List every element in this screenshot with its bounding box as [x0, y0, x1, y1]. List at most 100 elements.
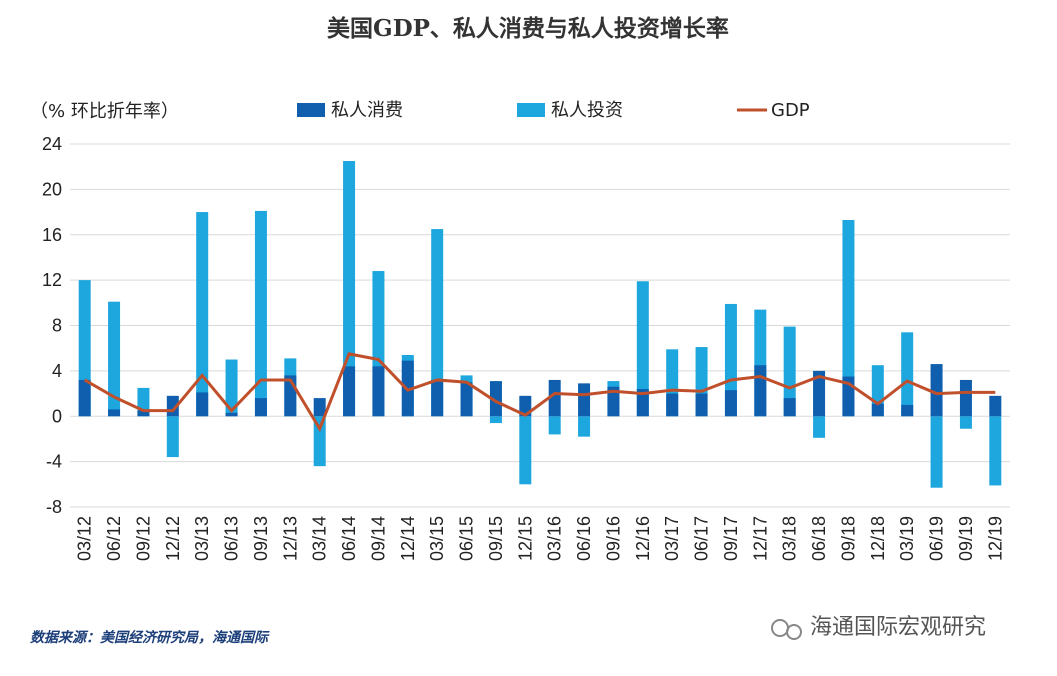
bar: [578, 416, 591, 437]
bar: [695, 393, 708, 417]
x-tick-label: 06/15: [457, 516, 477, 561]
bar: [78, 379, 91, 417]
x-tick-label: 06/19: [927, 516, 947, 561]
x-tick-label: 03/13: [192, 516, 212, 561]
x-tick-label: 03/15: [427, 516, 447, 561]
y-axis-label: （% 环比折年率）: [30, 101, 179, 122]
legend-label: GDP: [771, 100, 810, 121]
bar: [754, 365, 767, 417]
x-tick-label: 12/18: [868, 516, 888, 561]
bar: [578, 383, 591, 417]
bar: [108, 301, 121, 417]
bar: [666, 393, 679, 417]
bar: [813, 370, 826, 417]
chart-title: 美国GDP、私人消费与私人投资增长率: [327, 15, 729, 42]
bar: [372, 366, 385, 417]
y-tick-label: 24: [42, 134, 62, 154]
y-tick-label: 0: [52, 406, 62, 426]
x-tick-label: 03/12: [75, 516, 95, 561]
x-tick-label: 12/15: [515, 516, 535, 561]
y-tick-label: 8: [52, 316, 62, 336]
y-tick-label: 20: [42, 179, 62, 199]
x-tick-label: 06/17: [692, 516, 712, 561]
x-tick-label: 09/14: [368, 516, 388, 561]
bar: [724, 390, 737, 417]
bar: [607, 386, 620, 417]
x-tick-label: 09/19: [956, 516, 976, 561]
bar: [431, 229, 444, 417]
x-tick-label: 09/12: [133, 516, 153, 561]
bar: [254, 210, 267, 417]
x-tick-label: 12/19: [985, 516, 1005, 561]
bar: [636, 281, 649, 417]
bar: [783, 326, 796, 417]
bar: [313, 398, 326, 417]
x-tick-label: 12/14: [398, 516, 418, 561]
y-tick-label: 4: [52, 361, 62, 381]
y-tick-label: 16: [42, 225, 62, 245]
bar: [548, 416, 561, 435]
legend-swatch: [517, 103, 545, 117]
bar: [196, 392, 209, 417]
bar: [636, 389, 649, 417]
x-tick-label: 09/18: [838, 516, 858, 561]
x-tick-label: 09/17: [721, 516, 741, 561]
x-tick-label: 12/17: [750, 516, 770, 561]
bar: [489, 416, 502, 424]
bar: [842, 220, 855, 417]
bar: [489, 381, 502, 417]
bar: [254, 398, 267, 417]
x-tick-label: 06/12: [104, 516, 124, 561]
x-tick-label: 09/13: [251, 516, 271, 561]
bar: [225, 359, 238, 417]
x-tick-label: 12/16: [633, 516, 653, 561]
x-tick-label: 03/14: [310, 516, 330, 561]
x-tick-label: 12/13: [280, 516, 300, 561]
x-tick-label: 03/16: [545, 516, 565, 561]
source-note: 数据来源：美国经济研究局，海通国际: [30, 629, 270, 646]
bar: [166, 416, 179, 458]
bar: [871, 403, 884, 417]
bar: [225, 412, 238, 417]
legend-label: 私人投资: [551, 100, 623, 121]
y-tick-label: -4: [46, 452, 62, 472]
bar: [196, 212, 209, 417]
bar: [460, 382, 473, 417]
bar: [901, 404, 914, 417]
bar: [959, 379, 972, 417]
x-tick-label: 09/15: [486, 516, 506, 561]
x-tick-label: 06/13: [222, 516, 242, 561]
y-tick-label: 12: [42, 270, 62, 290]
bar: [137, 410, 150, 417]
y-tick-label: -8: [46, 497, 62, 517]
legend-label: 私人消费: [331, 100, 403, 121]
bar: [548, 379, 561, 417]
watermark-icon: [771, 619, 802, 640]
x-tick-label: 12/12: [163, 516, 183, 561]
x-tick-label: 06/16: [574, 516, 594, 561]
bar: [959, 416, 972, 429]
bar: [313, 416, 326, 467]
x-tick-label: 06/14: [339, 516, 359, 561]
x-tick-label: 03/18: [780, 516, 800, 561]
x-tick-label: 06/18: [809, 516, 829, 561]
bar: [813, 416, 826, 438]
legend-swatch: [297, 103, 325, 117]
watermark: 海通国际宏观研究: [810, 615, 986, 640]
bar: [989, 395, 1002, 417]
bar: [431, 379, 444, 417]
gdp-line: [83, 352, 996, 433]
x-tick-label: 03/17: [662, 516, 682, 561]
bar: [930, 416, 943, 488]
bar: [783, 398, 796, 417]
bar: [519, 416, 532, 485]
x-tick-label: 09/16: [603, 516, 623, 561]
bar: [989, 416, 1002, 486]
x-tick-label: 03/19: [897, 516, 917, 561]
bar: [724, 303, 737, 417]
bar: [901, 332, 914, 417]
bar: [108, 409, 121, 417]
bar: [343, 161, 356, 417]
bar: [343, 366, 356, 417]
